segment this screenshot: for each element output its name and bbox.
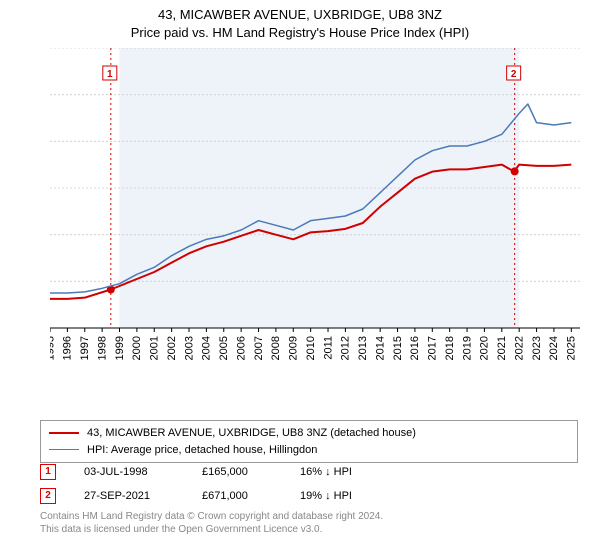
table-row: 2 27-SEP-2021 £671,000 19% ↓ HPI xyxy=(40,484,352,508)
svg-text:1999: 1999 xyxy=(114,336,126,360)
footer-line-1: Contains HM Land Registry data © Crown c… xyxy=(40,510,383,523)
footer-attribution: Contains HM Land Registry data © Crown c… xyxy=(40,510,383,536)
legend-label: HPI: Average price, detached house, Hill… xyxy=(87,442,317,459)
legend-swatch xyxy=(49,432,79,434)
svg-text:2014: 2014 xyxy=(374,336,386,360)
legend-item: HPI: Average price, detached house, Hill… xyxy=(49,442,569,459)
svg-text:2013: 2013 xyxy=(357,336,369,360)
svg-text:2007: 2007 xyxy=(253,336,265,360)
svg-text:2017: 2017 xyxy=(427,336,439,360)
legend-swatch xyxy=(49,449,79,450)
svg-text:2000: 2000 xyxy=(131,336,143,360)
svg-text:2020: 2020 xyxy=(479,336,491,360)
svg-text:2018: 2018 xyxy=(444,336,456,360)
transaction-date: 27-SEP-2021 xyxy=(84,490,174,502)
legend: 43, MICAWBER AVENUE, UXBRIDGE, UB8 3NZ (… xyxy=(40,420,578,463)
svg-text:2016: 2016 xyxy=(409,336,421,360)
svg-text:2012: 2012 xyxy=(340,336,352,360)
transaction-delta: 19% ↓ HPI xyxy=(300,490,352,502)
legend-item: 43, MICAWBER AVENUE, UXBRIDGE, UB8 3NZ (… xyxy=(49,425,569,442)
svg-text:1995: 1995 xyxy=(50,336,56,360)
svg-text:1996: 1996 xyxy=(62,336,74,360)
title-line-2: Price paid vs. HM Land Registry's House … xyxy=(0,24,600,42)
svg-text:2001: 2001 xyxy=(149,336,161,360)
table-row: 1 03-JUL-1998 £165,000 16% ↓ HPI xyxy=(40,460,352,484)
svg-text:2: 2 xyxy=(511,69,517,80)
svg-text:1: 1 xyxy=(107,69,113,80)
svg-text:2003: 2003 xyxy=(183,336,195,360)
transaction-badge: 2 xyxy=(40,488,56,504)
svg-text:2025: 2025 xyxy=(566,336,578,360)
svg-text:2019: 2019 xyxy=(461,336,473,360)
svg-text:1997: 1997 xyxy=(79,336,91,360)
svg-text:2009: 2009 xyxy=(288,336,300,360)
svg-text:2010: 2010 xyxy=(305,336,317,360)
svg-text:2015: 2015 xyxy=(392,336,404,360)
transaction-date: 03-JUL-1998 xyxy=(84,466,174,478)
transaction-delta: 16% ↓ HPI xyxy=(300,466,352,478)
svg-text:2011: 2011 xyxy=(322,336,334,360)
svg-text:2005: 2005 xyxy=(218,336,230,360)
chart: £0£200K£400K£600K£800K£1M£1.2M1995199619… xyxy=(50,48,580,358)
svg-text:2023: 2023 xyxy=(531,336,543,360)
transactions-table: 1 03-JUL-1998 £165,000 16% ↓ HPI 2 27-SE… xyxy=(40,460,352,508)
transaction-badge: 1 xyxy=(40,464,56,480)
svg-text:2021: 2021 xyxy=(496,336,508,360)
legend-label: 43, MICAWBER AVENUE, UXBRIDGE, UB8 3NZ (… xyxy=(87,425,416,442)
svg-text:2008: 2008 xyxy=(270,336,282,360)
svg-text:2004: 2004 xyxy=(201,336,213,360)
transaction-price: £165,000 xyxy=(202,466,272,478)
svg-text:1998: 1998 xyxy=(96,336,108,360)
svg-text:2024: 2024 xyxy=(548,336,560,360)
title-line-1: 43, MICAWBER AVENUE, UXBRIDGE, UB8 3NZ xyxy=(0,6,600,24)
footer-line-2: This data is licensed under the Open Gov… xyxy=(40,523,383,536)
svg-text:2002: 2002 xyxy=(166,336,178,360)
svg-text:2022: 2022 xyxy=(513,336,525,360)
transaction-price: £671,000 xyxy=(202,490,272,502)
chart-title-block: 43, MICAWBER AVENUE, UXBRIDGE, UB8 3NZ P… xyxy=(0,0,600,42)
svg-text:2006: 2006 xyxy=(235,336,247,360)
